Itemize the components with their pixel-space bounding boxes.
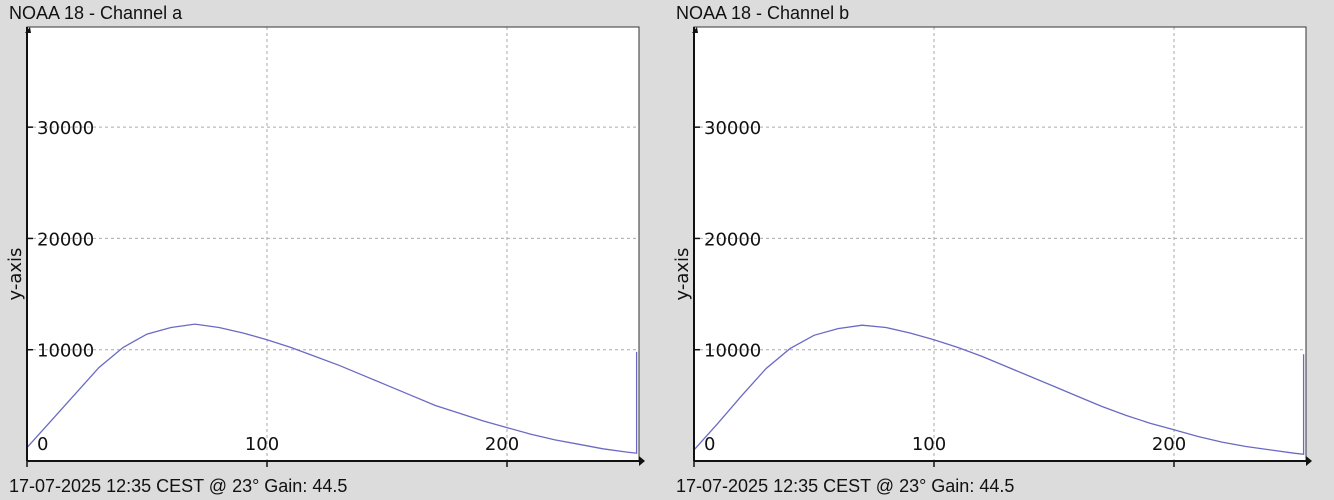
- y-axis-arrow: [25, 27, 31, 33]
- x-axis-arrow: [1306, 456, 1312, 466]
- plot-background: [27, 27, 639, 461]
- y-tick-label: 20000: [37, 229, 94, 250]
- x-axis-arrow: [639, 456, 645, 466]
- series-line: [693, 324, 1305, 456]
- y-tick-label: 30000: [704, 118, 761, 139]
- y-axis-arrow: [692, 27, 698, 33]
- x-tick-label: 0: [704, 434, 715, 455]
- x-tick-label: 200: [1152, 434, 1186, 455]
- y-axis-label: y-axis: [5, 248, 26, 301]
- chart-panel-a: NOAA 18 - Channel a 0 100 200 10000 20000 300…: [5, 3, 645, 496]
- x-tick-label: 100: [912, 434, 946, 455]
- chart-footer: 17-07-2025 12:35 CEST @ 23° Gain: 44.5: [9, 476, 348, 496]
- chart-footer: 17-07-2025 12:35 CEST @ 23° Gain: 44.5: [676, 476, 1015, 496]
- x-tick-label: 0: [37, 434, 48, 455]
- plot-area: 0 100 200 10000 20000 30000 y-axis: [5, 26, 645, 467]
- y-tick-label: 30000: [37, 118, 94, 139]
- plot-background: [694, 27, 1306, 461]
- y-tick-label: 20000: [704, 229, 761, 250]
- series-line: [26, 323, 638, 454]
- x-tick-label: 200: [485, 434, 519, 455]
- chart-panel-b: NOAA 18 - Channel b 0 100 200 10000 20000 300…: [667, 0, 1334, 500]
- y-tick-label: 10000: [704, 341, 761, 362]
- plot-area: 0 100 200 10000 20000 30000 y-axis: [672, 26, 1312, 467]
- y-axis-label: y-axis: [672, 248, 693, 301]
- chart-title: NOAA 18 - Channel a: [9, 3, 183, 23]
- chart-title: NOAA 18 - Channel b: [676, 3, 850, 23]
- x-tick-label: 100: [245, 434, 279, 455]
- y-tick-label: 10000: [37, 341, 94, 362]
